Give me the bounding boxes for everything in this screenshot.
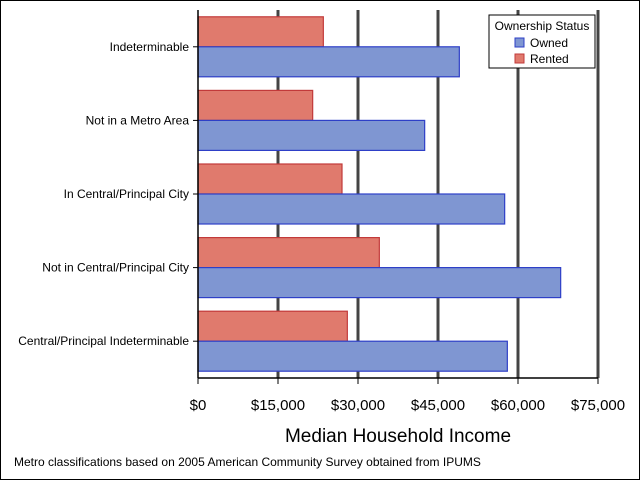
x-tick-label: $0: [190, 397, 207, 414]
y-tick-label: Not in Central/Principal City: [42, 261, 189, 275]
x-axis-title: Median Household Income: [285, 426, 511, 447]
bar-rented: [197, 16, 324, 48]
footnote: Metro classifications based on 2005 Amer…: [14, 455, 481, 469]
y-tick-label: Indeterminable: [110, 40, 190, 54]
legend: Ownership Status Owned Rented: [488, 14, 596, 69]
bar-rented: [197, 163, 343, 195]
bar-owned: [197, 340, 508, 372]
legend-title: Ownership Status: [495, 19, 590, 33]
bar-rented: [197, 89, 314, 122]
legend-swatch-rented: [514, 53, 525, 64]
y-tick-label: Not in a Metro Area: [86, 113, 190, 127]
x-tick-label: $75,000: [571, 397, 625, 414]
legend-box: [488, 14, 596, 69]
legend-label-owned: Owned: [530, 36, 568, 50]
y-tick-label: Central/Principal Indeterminable: [18, 334, 189, 348]
y-tick-label: In Central/Principal City: [64, 187, 189, 201]
x-tick-label: $15,000: [251, 397, 305, 414]
x-tick-label: $60,000: [491, 397, 545, 414]
bar-owned: [197, 46, 460, 78]
bar-owned: [197, 119, 426, 152]
legend-label-rented: Rented: [530, 52, 569, 66]
bar-owned: [197, 193, 506, 225]
bar-rented: [197, 310, 348, 342]
x-tick-label: $30,000: [331, 397, 385, 414]
x-tick-label: $45,000: [411, 397, 465, 414]
bar-rented: [197, 237, 380, 269]
bar-owned: [197, 267, 562, 299]
legend-swatch-owned: [514, 37, 525, 48]
